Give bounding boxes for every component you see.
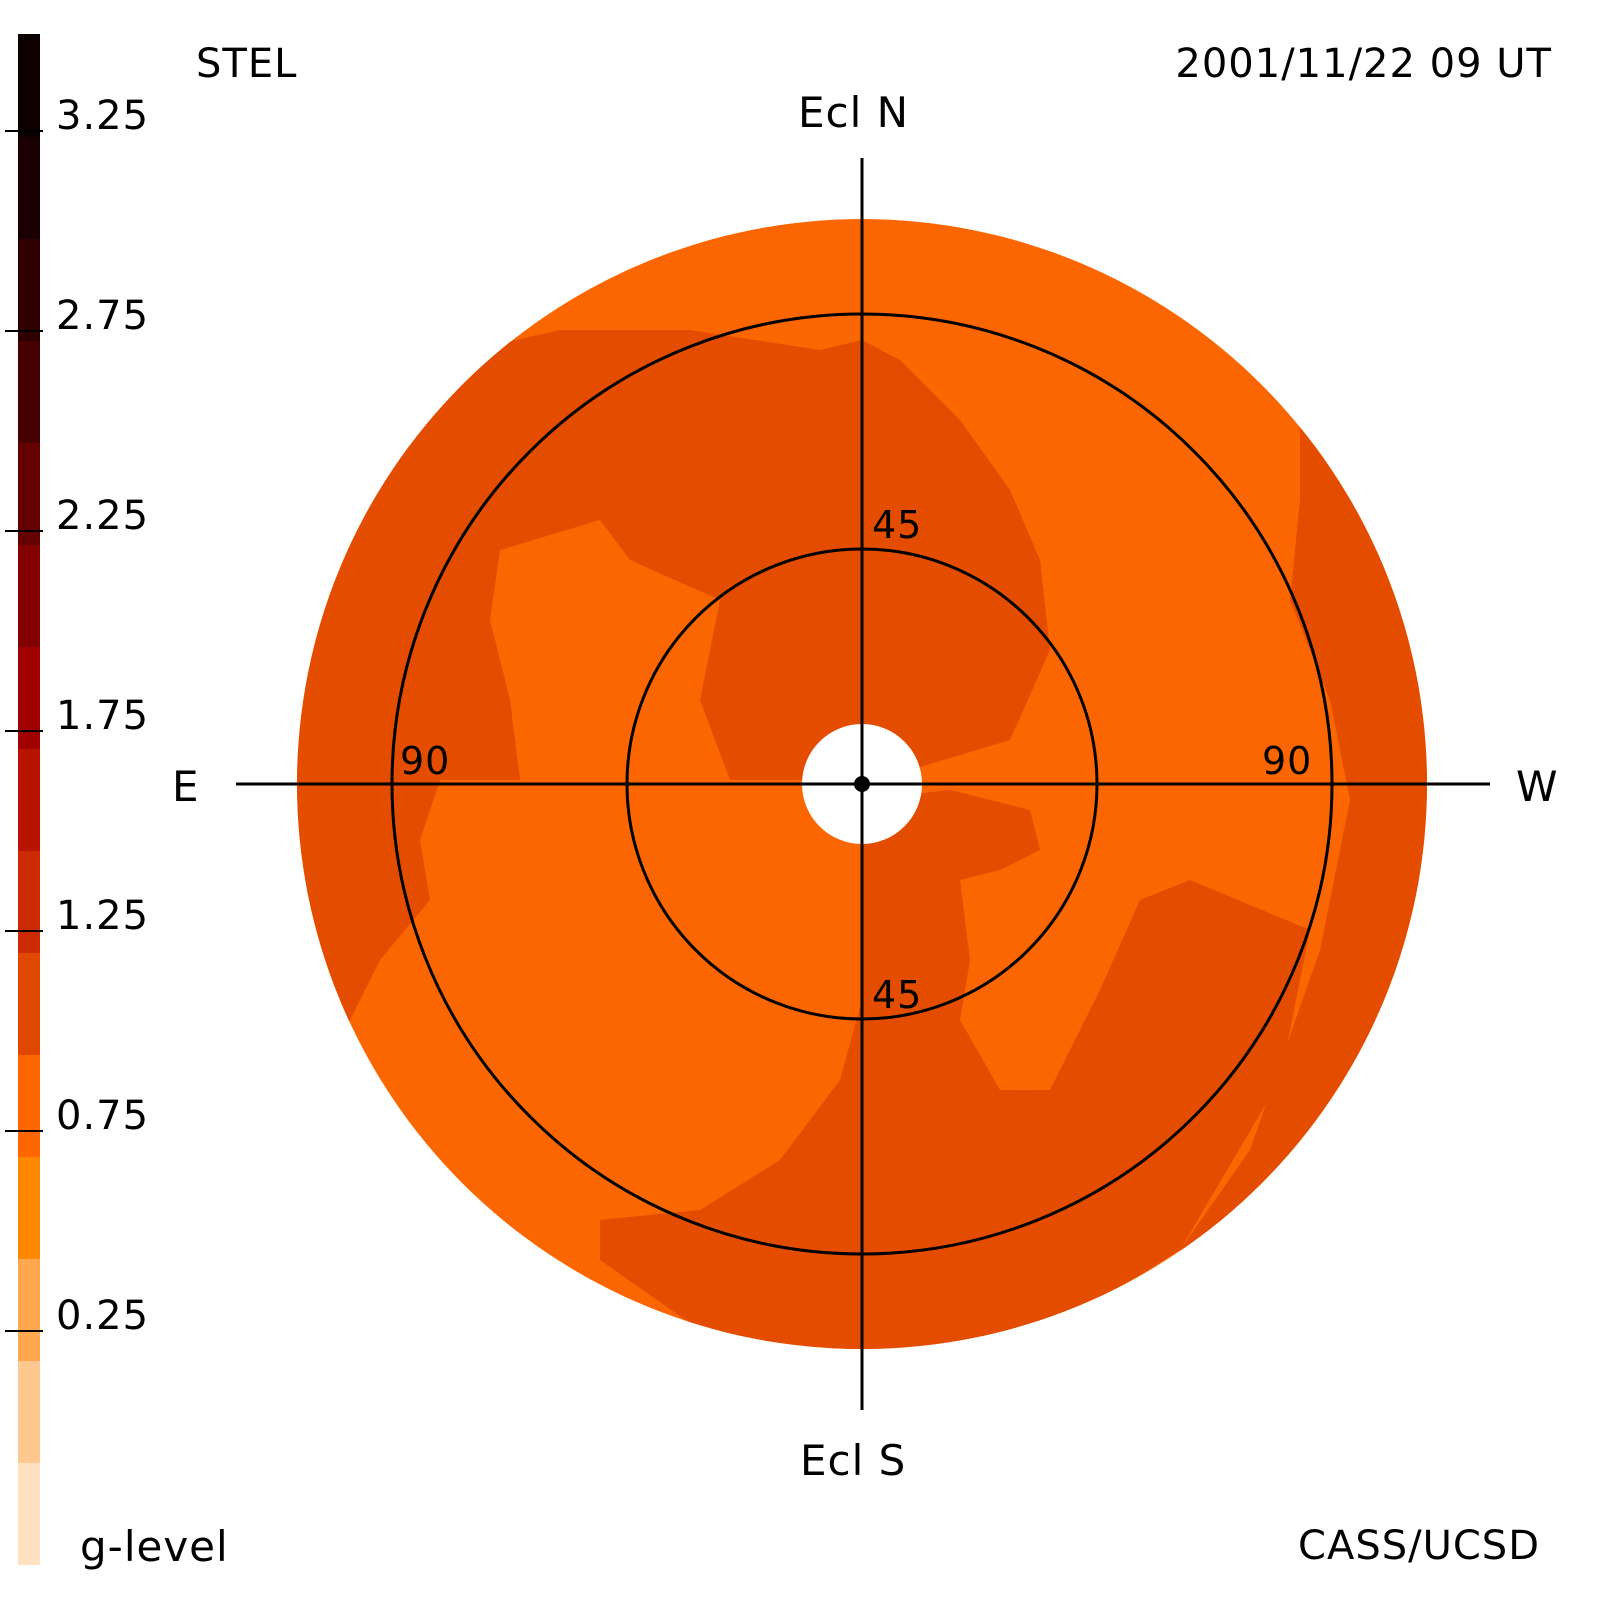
colorbar [18,34,40,1565]
colorbar-segment [18,1258,40,1361]
north-label: Ecl N [798,88,910,137]
colorbar-segment [18,748,40,851]
west-label: W [1516,762,1559,811]
instrument-label: STEL [196,41,298,87]
colorbar-segment [18,34,40,137]
colorbar-tick-label: 0.75 [56,1093,150,1139]
colorbar-tick [5,530,43,532]
timestamp-label: 2001/11/22 09 UT [1175,41,1552,87]
colorbar-tick-label: 1.75 [56,693,150,739]
credit-label: CASS/UCSD [1298,1523,1540,1569]
colorbar-tick [5,330,43,332]
colorbar-segment [18,850,40,953]
colorbar-tick [5,1330,43,1332]
colorbar-tick-label: 2.25 [56,493,150,539]
south-label: Ecl S [800,1436,907,1485]
ring-label-90-east: 90 [400,739,451,783]
east-label: E [172,762,200,811]
ring-label-90-west: 90 [1262,739,1313,783]
colorbar-segment [18,1360,40,1463]
colorbar-segment [18,952,40,1055]
colorbar-title: g-level [80,1522,229,1571]
sun-center-dot [854,776,870,792]
map-region-north [862,340,1050,780]
colorbar-tick-label: 2.75 [56,293,150,339]
ring-label-45-north: 45 [872,503,923,547]
colorbar-segment [18,1462,40,1565]
map-region-outer-east [297,330,862,1000]
colorbar-segment [18,340,40,443]
colorbar-segment [18,544,40,647]
colorbar-segment [18,646,40,749]
colorbar-segment [18,1156,40,1259]
colorbar-tick-label: 3.25 [56,93,150,139]
colorbar-segment [18,442,40,545]
colorbar-tick-label: 1.25 [56,893,150,939]
colorbar-segment [18,136,40,239]
colorbar-tick [5,930,43,932]
colorbar-tick-label: 0.25 [56,1293,150,1339]
colorbar-segment [18,238,40,341]
ring-label-45-south: 45 [872,973,923,1017]
colorbar-tick [5,130,43,132]
colorbar-tick [5,1130,43,1132]
colorbar-tick [5,730,43,732]
